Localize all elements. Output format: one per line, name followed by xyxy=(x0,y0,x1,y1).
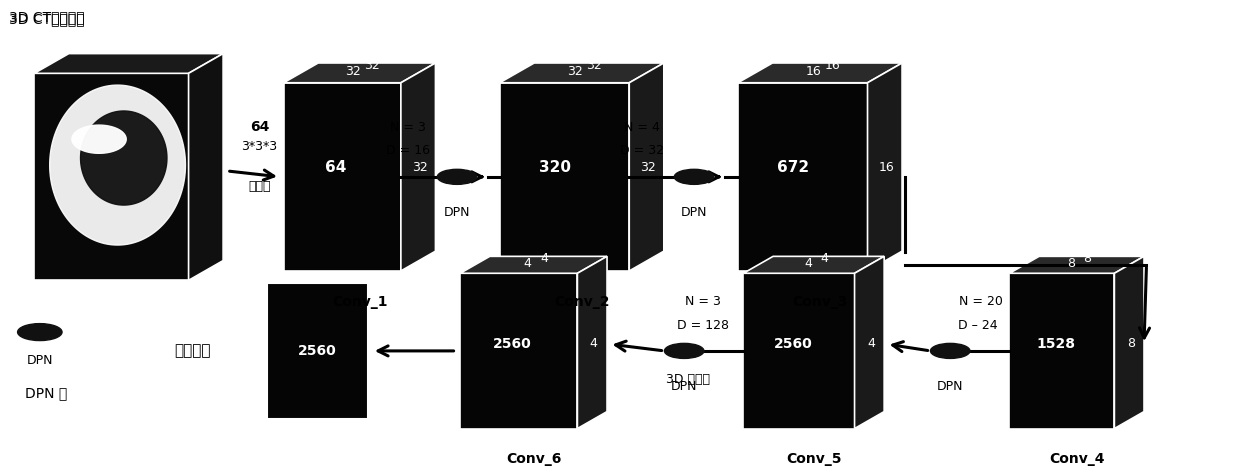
Text: D = 128: D = 128 xyxy=(677,318,729,331)
Polygon shape xyxy=(72,125,126,153)
Circle shape xyxy=(665,343,704,358)
Polygon shape xyxy=(500,63,663,83)
Text: Conv_4: Conv_4 xyxy=(1049,452,1105,466)
Text: 8: 8 xyxy=(1066,258,1075,270)
Text: 4: 4 xyxy=(867,337,874,350)
Text: DPN: DPN xyxy=(671,380,697,393)
Polygon shape xyxy=(629,63,663,271)
Text: DPN: DPN xyxy=(681,206,707,218)
Text: 8: 8 xyxy=(1127,337,1135,350)
Text: N = 3: N = 3 xyxy=(389,121,425,134)
Text: 卷积层: 卷积层 xyxy=(248,180,270,193)
Text: 1528: 1528 xyxy=(1037,337,1075,351)
Text: 4: 4 xyxy=(541,252,548,266)
Polygon shape xyxy=(267,283,368,419)
Text: DPN 块: DPN 块 xyxy=(25,386,67,400)
Text: 4: 4 xyxy=(820,252,828,266)
Text: 4: 4 xyxy=(523,258,532,270)
Polygon shape xyxy=(738,63,901,83)
Polygon shape xyxy=(1115,257,1145,428)
Text: N = 3: N = 3 xyxy=(684,295,720,308)
Text: 32: 32 xyxy=(587,60,601,72)
Text: 16: 16 xyxy=(879,161,894,174)
Polygon shape xyxy=(738,83,868,271)
Text: Conv_2: Conv_2 xyxy=(554,295,610,308)
Polygon shape xyxy=(35,73,188,280)
Circle shape xyxy=(930,343,970,358)
Text: D – 24: D – 24 xyxy=(957,318,997,331)
Text: 16: 16 xyxy=(805,65,821,79)
Polygon shape xyxy=(188,54,223,280)
Polygon shape xyxy=(35,73,188,280)
Text: 32: 32 xyxy=(345,65,361,79)
Text: 32: 32 xyxy=(363,60,379,72)
Text: 4: 4 xyxy=(804,258,812,270)
Polygon shape xyxy=(1009,257,1145,273)
Text: Conv_3: Conv_3 xyxy=(792,295,848,308)
Polygon shape xyxy=(744,273,854,428)
Text: 320: 320 xyxy=(538,160,570,175)
Polygon shape xyxy=(578,257,608,428)
Polygon shape xyxy=(1009,273,1115,428)
Polygon shape xyxy=(744,257,884,273)
Polygon shape xyxy=(35,54,223,73)
Polygon shape xyxy=(50,85,186,245)
Text: Conv_5: Conv_5 xyxy=(786,452,842,466)
Text: 64: 64 xyxy=(249,120,269,134)
Text: 4: 4 xyxy=(590,337,598,350)
Text: 3D CT影像数据: 3D CT影像数据 xyxy=(9,12,84,26)
Text: N = 4: N = 4 xyxy=(624,121,660,134)
Polygon shape xyxy=(284,83,401,271)
Text: Conv_1: Conv_1 xyxy=(332,295,387,308)
Polygon shape xyxy=(460,257,608,273)
Text: 深度特征: 深度特征 xyxy=(175,343,211,358)
Polygon shape xyxy=(35,73,188,280)
Text: 672: 672 xyxy=(776,160,808,175)
Text: 3D 池化层: 3D 池化层 xyxy=(666,373,709,386)
Polygon shape xyxy=(401,63,435,271)
Text: 8: 8 xyxy=(1083,252,1091,266)
Text: D = 32: D = 32 xyxy=(620,145,665,158)
Polygon shape xyxy=(500,83,629,271)
Text: Conv_6: Conv_6 xyxy=(506,452,562,466)
Polygon shape xyxy=(868,63,901,271)
Text: 32: 32 xyxy=(567,65,583,79)
Text: 3D CT影像数据: 3D CT影像数据 xyxy=(9,10,84,24)
Text: 64: 64 xyxy=(325,160,347,175)
Text: 2560: 2560 xyxy=(494,337,532,351)
Text: 3*3*3: 3*3*3 xyxy=(242,140,278,153)
Polygon shape xyxy=(35,73,188,280)
Circle shape xyxy=(438,169,477,184)
Polygon shape xyxy=(81,111,167,205)
Polygon shape xyxy=(284,63,435,83)
Polygon shape xyxy=(460,273,578,428)
Text: 2560: 2560 xyxy=(774,337,812,351)
Text: DPN: DPN xyxy=(937,380,963,393)
Text: N = 20: N = 20 xyxy=(959,295,1003,308)
Text: D = 16: D = 16 xyxy=(386,145,430,158)
Text: DPN: DPN xyxy=(26,354,53,367)
Circle shape xyxy=(675,169,714,184)
Circle shape xyxy=(17,324,62,340)
Text: DPN: DPN xyxy=(444,206,470,218)
Text: 32: 32 xyxy=(412,161,428,174)
Polygon shape xyxy=(854,257,884,428)
Text: 16: 16 xyxy=(825,60,839,72)
Text: 2560: 2560 xyxy=(298,344,337,358)
Text: 32: 32 xyxy=(640,161,656,174)
